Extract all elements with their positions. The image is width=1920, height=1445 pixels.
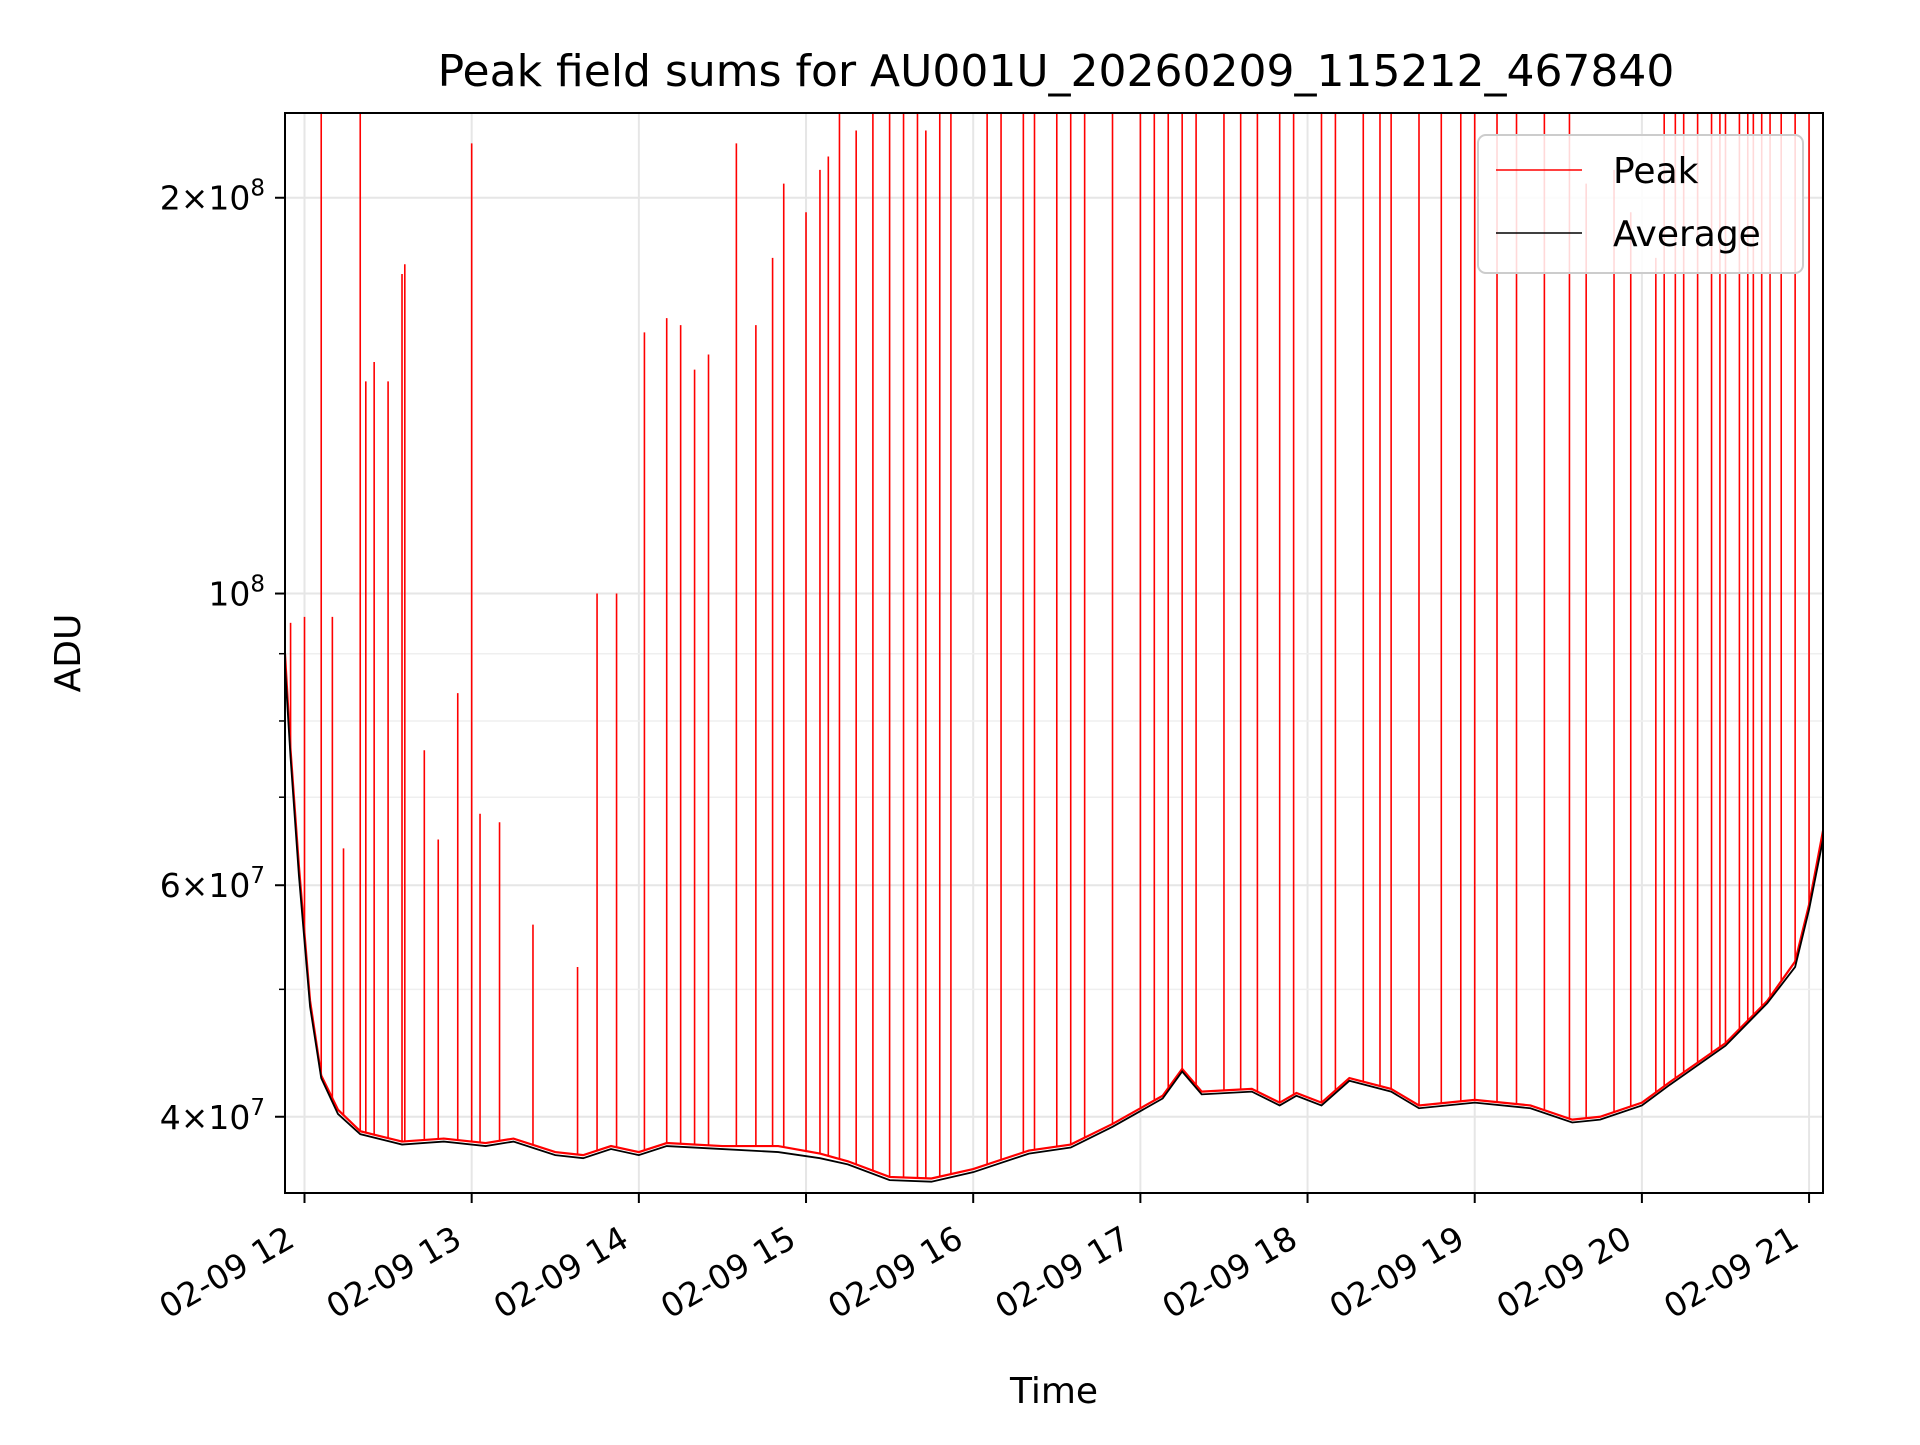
legend: Peak Average [1477, 134, 1804, 274]
y-axis-ticks: 4×107 6×107 108 2×108 [160, 176, 285, 1137]
y-tick-label: 2×108 [160, 176, 265, 218]
x-axis-label: Time [1009, 1371, 1098, 1412]
y-tick-label: 4×107 [160, 1095, 265, 1137]
average-series-layer [285, 666, 1823, 1183]
y-tick-label: 108 [208, 572, 265, 614]
peak-series-layer [285, 113, 1823, 1180]
y-axis-label: ADU [48, 614, 89, 693]
peak-baseline-line [285, 653, 1823, 1180]
y-tick-label: 6×107 [160, 863, 265, 905]
legend-label-average: Average [1613, 214, 1761, 255]
chart-title: Peak field sums for AU001U_20260209_1152… [438, 46, 1675, 97]
legend-label-peak: Peak [1613, 151, 1699, 192]
average-series-line [285, 666, 1823, 1183]
